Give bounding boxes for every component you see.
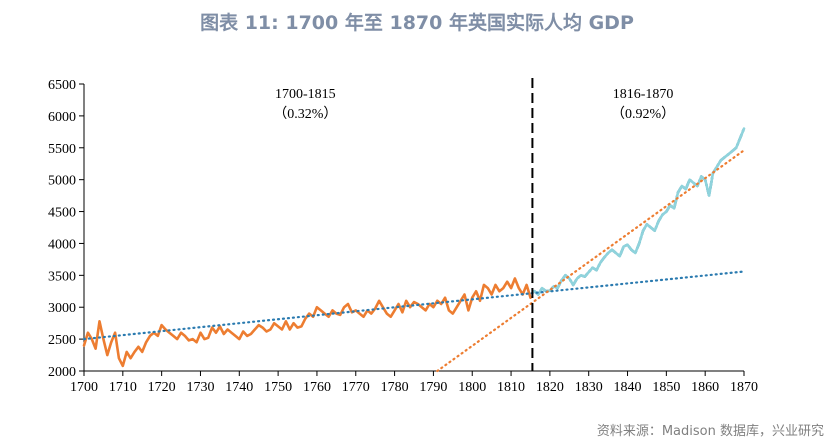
series-line-3 [82,270,746,341]
x-tick-label: 1840 [614,380,642,395]
period-label-2: 1816-1870 [613,87,674,102]
source-note: 资料来源：Madison 数据库，兴业研究 [596,424,824,439]
period-label-1: 1700-1815 [275,87,336,102]
x-tick-label: 1700 [70,380,98,395]
x-tick-label: 1830 [575,380,603,395]
y-tick-label: 6000 [48,110,76,125]
chart-title: 图表 11: 1700 年至 1870 年英国实际人均 GDP [200,12,634,34]
series-line-2-highlight [533,127,746,296]
x-tick-label: 1730 [186,380,214,395]
x-tick-label: 1850 [652,380,680,395]
x-tick-label: 1820 [536,380,564,395]
x-tick-label: 1870 [730,380,758,395]
x-tick-label: 1810 [497,380,525,395]
y-tick-label: 4500 [48,206,76,221]
annotation-layer: 1700-1815 （0.32%） 1816-1870 （0.92%） [273,78,675,371]
series-layer [82,127,746,373]
series-line-4 [436,149,746,373]
y-tick-label: 6500 [48,78,76,93]
y-tick-label: 2500 [48,333,76,348]
y-tick-label: 4000 [48,237,76,252]
x-tick-label: 1770 [342,380,370,395]
period-growth-1: （0.32%） [273,106,337,122]
series-line-2 [533,127,746,296]
y-tick-label: 3500 [48,269,76,284]
x-tick-label: 1760 [303,380,331,395]
x-tick-label: 1720 [148,380,176,395]
y-tick-label: 3000 [48,301,76,316]
y-tick-label: 5000 [48,174,76,189]
x-tick-label: 1860 [691,380,719,395]
period-growth-2: （0.92%） [611,106,675,122]
x-tick-label: 1750 [264,380,292,395]
x-tick-label: 1740 [225,380,253,395]
y-tick-label: 5500 [48,142,76,157]
x-tick-label: 1790 [419,380,447,395]
x-tick-label: 1710 [109,380,137,395]
x-tick-label: 1780 [381,380,409,395]
axes-layer: 2000 2500 3000 3500 4000 4500 5000 5500 6000 6500… [48,78,758,395]
y-tick-label: 2000 [48,365,76,380]
x-tick-label: 1800 [458,380,486,395]
